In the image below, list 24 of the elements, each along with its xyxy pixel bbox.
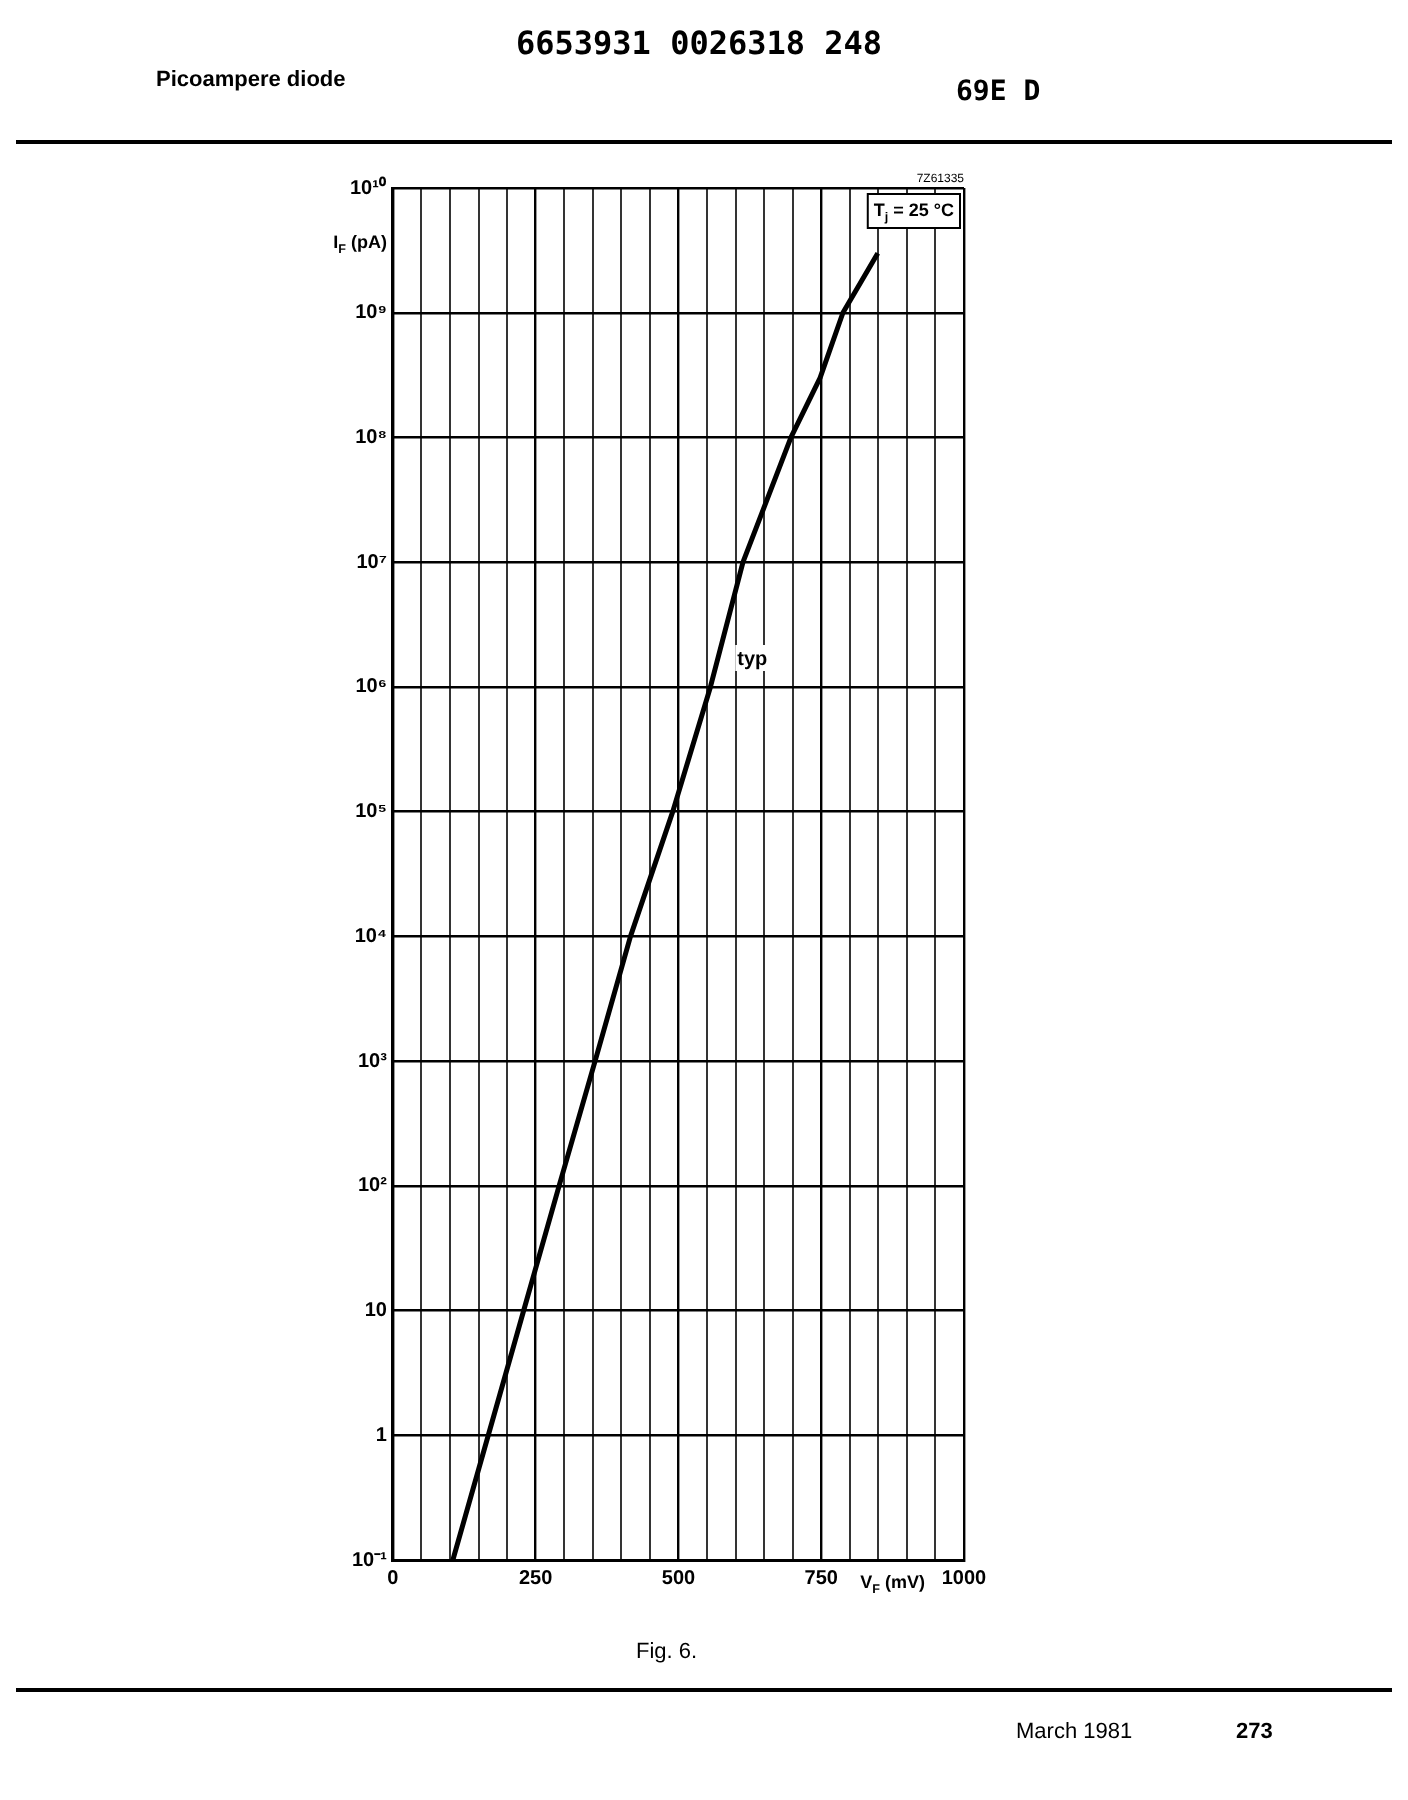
text: 273 [1236, 1720, 1273, 1744]
y-tick-label: 10⁵ [355, 801, 388, 824]
text: 69E D [956, 76, 1041, 108]
x-tick-label: 750 [804, 1567, 839, 1590]
y-tick-label: 1 [375, 1424, 388, 1447]
y-tick-label: 10⁶ [355, 676, 387, 699]
y-tick-label: 10⁴ [354, 925, 387, 948]
text: March 1981 [1016, 1720, 1133, 1744]
y-tick-label: 10⁹ [355, 302, 388, 325]
y-tick-label: 10³ [358, 1050, 389, 1073]
y-tick-label: 10⁷ [356, 551, 387, 574]
x-tick-label: 1000 [941, 1567, 988, 1590]
x-tick-label: 0 [387, 1567, 400, 1590]
caption: Fig. 6. [636, 1640, 698, 1664]
y-tick-label: 10⁻¹ [352, 1549, 389, 1572]
x-tick-label: 500 [661, 1567, 697, 1590]
y-tick-label: 10² [358, 1175, 389, 1198]
x-tick-label: 250 [518, 1567, 554, 1590]
chart-title: Picoampere diode [156, 68, 346, 92]
y-tick-label: 10 [364, 1300, 388, 1323]
annotation: typ [737, 648, 768, 671]
y-tick-label: 10¹⁰ [350, 175, 387, 200]
y-tick-label: 10⁸ [355, 426, 388, 449]
chart-subtitle: 6653931 0026318 248 [516, 24, 883, 62]
